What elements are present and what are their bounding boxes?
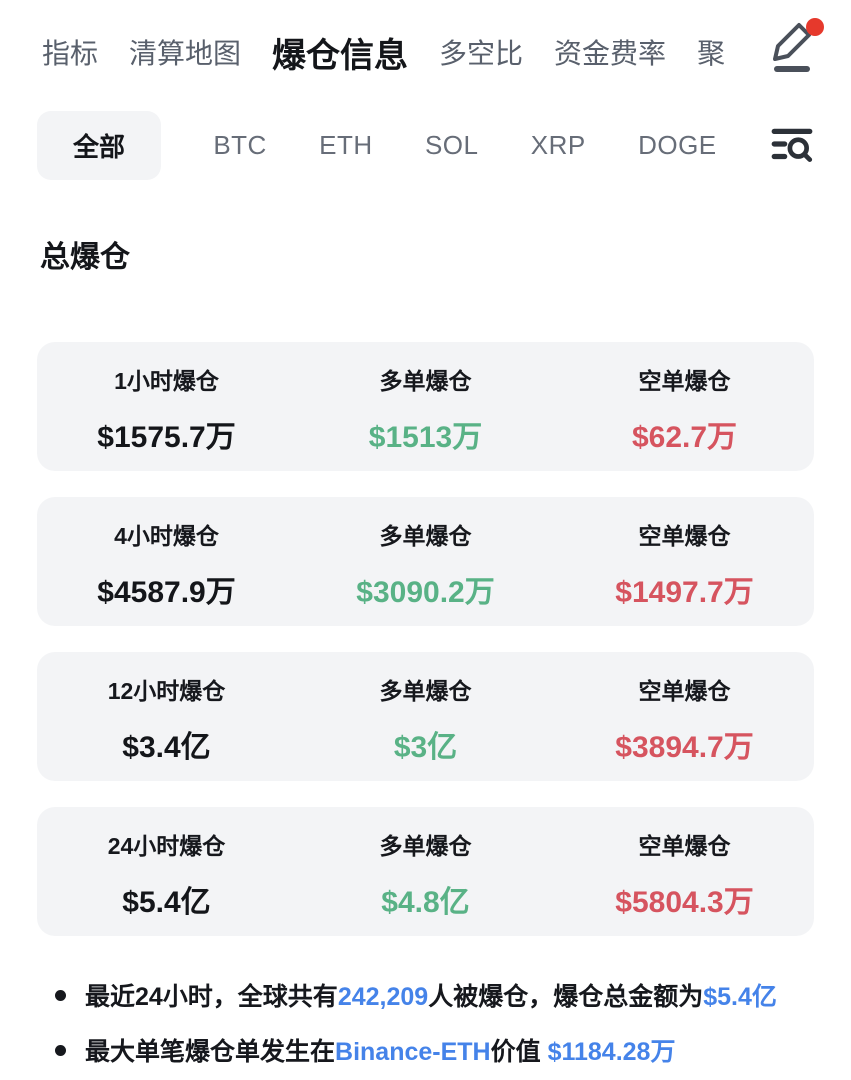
nav-item-clipped[interactable]: 聚	[697, 38, 725, 69]
note-segment: 人被爆仓，爆仓总金额为	[428, 983, 704, 1011]
period-value: $3.4亿	[122, 730, 211, 764]
short-column: 空单爆仓 $5804.3万	[555, 827, 814, 921]
long-label: 多单爆仓	[379, 367, 472, 394]
period-value: $1575.7万	[97, 420, 236, 454]
tab-all[interactable]: 全部	[37, 110, 162, 180]
note-largest-liquidation: 最大单笔爆仓单发生在Binance-ETH价值 $1184.28万	[55, 1037, 811, 1067]
note-segment: 最大单笔爆仓单发生在	[85, 1038, 336, 1066]
liquidation-cards: 1小时爆仓 $1575.7万 多单爆仓 $1513万 空单爆仓 $62.7万 4…	[37, 342, 814, 936]
nav-item-liquidation-map[interactable]: 清算地图	[129, 38, 242, 69]
period-column: 12小时爆仓 $3.4亿	[37, 672, 296, 766]
period-value: $5.4亿	[122, 885, 211, 919]
note-text: 最近24小时，全球共有242,209人被爆仓，爆仓总金额为$5.4亿	[85, 982, 777, 1012]
top-nav: 指标 清算地图 爆仓信息 多空比 资金费率 聚	[0, 0, 851, 78]
filter-search-button[interactable]	[769, 122, 815, 168]
tab-eth[interactable]: ETH	[319, 129, 373, 160]
tab-sol[interactable]: SOL	[424, 129, 479, 160]
bullet-icon	[55, 990, 66, 1001]
period-value: $4587.9万	[97, 575, 236, 609]
largest-liquidation-pair: Binance-ETH	[335, 1038, 491, 1066]
short-label: 空单爆仓	[638, 677, 731, 704]
short-label: 空单爆仓	[638, 367, 731, 394]
short-label: 空单爆仓	[638, 832, 731, 859]
long-value: $3090.2万	[356, 575, 495, 609]
largest-liquidation-value: $1184.28万	[547, 1038, 676, 1066]
edit-pencil-button[interactable]	[766, 16, 824, 74]
liquidation-card-1h: 1小时爆仓 $1575.7万 多单爆仓 $1513万 空单爆仓 $62.7万	[37, 342, 814, 471]
period-label: 1小时爆仓	[114, 367, 219, 394]
nav-item-liquidation-info[interactable]: 爆仓信息	[272, 36, 409, 75]
short-value: $3894.7万	[615, 730, 754, 764]
notification-dot	[806, 18, 824, 36]
period-label: 4小时爆仓	[114, 522, 219, 549]
period-label: 24小时爆仓	[107, 832, 226, 859]
coin-tabs: 全部 BTC ETH SOL XRP DOGE	[37, 110, 815, 180]
short-value: $62.7万	[631, 420, 738, 454]
short-column: 空单爆仓 $1497.7万	[555, 517, 814, 611]
long-column: 多单爆仓 $4.8亿	[296, 827, 555, 921]
note-global-liquidation: 最近24小时，全球共有242,209人被爆仓，爆仓总金额为$5.4亿	[55, 982, 811, 1012]
filter-search-icon	[771, 128, 813, 162]
pencil-icon	[773, 23, 811, 72]
long-value: $1513万	[368, 420, 483, 454]
tab-xrp[interactable]: XRP	[530, 129, 586, 160]
tab-btc[interactable]: BTC	[213, 129, 267, 160]
total-liquidation-amount: $5.4亿	[703, 983, 777, 1011]
short-column: 空单爆仓 $62.7万	[555, 362, 814, 456]
nav-item-indicators[interactable]: 指标	[42, 38, 99, 69]
long-label: 多单爆仓	[379, 522, 472, 549]
note-segment: 最近24小时，全球共有	[85, 983, 338, 1011]
long-value: $4.8亿	[381, 885, 470, 919]
nav-item-funding-rate[interactable]: 资金费率	[554, 38, 667, 69]
short-value: $1497.7万	[615, 575, 754, 609]
short-column: 空单爆仓 $3894.7万	[555, 672, 814, 766]
period-column: 24小时爆仓 $5.4亿	[37, 827, 296, 921]
long-label: 多单爆仓	[379, 677, 472, 704]
long-label: 多单爆仓	[379, 832, 472, 859]
note-text: 最大单笔爆仓单发生在Binance-ETH价值 $1184.28万	[85, 1037, 675, 1067]
long-column: 多单爆仓 $3亿	[296, 672, 555, 766]
period-column: 1小时爆仓 $1575.7万	[37, 362, 296, 456]
summary-notes: 最近24小时，全球共有242,209人被爆仓，爆仓总金额为$5.4亿 最大单笔爆…	[55, 982, 811, 1067]
nav-item-long-short-ratio[interactable]: 多空比	[439, 38, 524, 69]
liquidation-card-12h: 12小时爆仓 $3.4亿 多单爆仓 $3亿 空单爆仓 $3894.7万	[37, 652, 814, 781]
long-value: $3亿	[393, 730, 458, 764]
liquidated-people-count: 242,209	[337, 983, 429, 1011]
long-column: 多单爆仓 $1513万	[296, 362, 555, 456]
liquidation-card-4h: 4小时爆仓 $4587.9万 多单爆仓 $3090.2万 空单爆仓 $1497.…	[37, 497, 814, 626]
period-label: 12小时爆仓	[107, 677, 226, 704]
bullet-icon	[55, 1045, 66, 1056]
period-column: 4小时爆仓 $4587.9万	[37, 517, 296, 611]
liquidation-card-24h: 24小时爆仓 $5.4亿 多单爆仓 $4.8亿 空单爆仓 $5804.3万	[37, 807, 814, 936]
note-segment: 价值	[490, 1038, 548, 1066]
long-column: 多单爆仓 $3090.2万	[296, 517, 555, 611]
page-title: 总爆仓	[40, 241, 130, 274]
tab-doge[interactable]: DOGE	[638, 129, 717, 160]
short-value: $5804.3万	[615, 885, 754, 919]
short-label: 空单爆仓	[638, 522, 731, 549]
